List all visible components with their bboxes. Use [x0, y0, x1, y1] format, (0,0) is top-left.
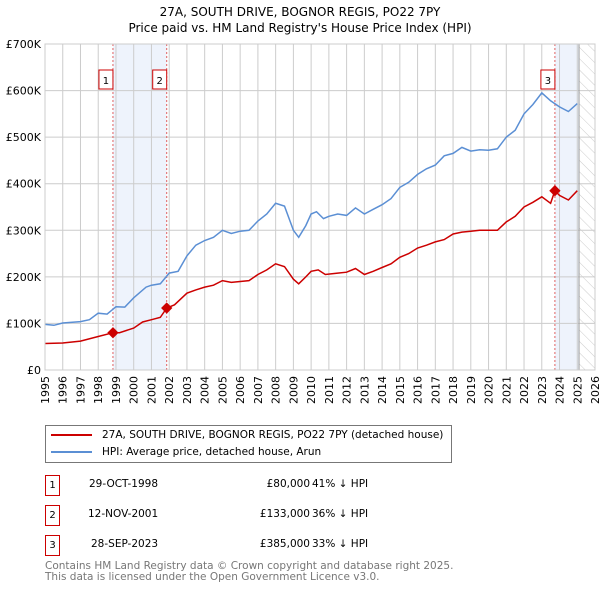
sale-price: £385,000 [259, 538, 310, 550]
x-tick-label: 2012 [341, 376, 354, 404]
sale-label: 2 [157, 76, 163, 87]
chart-title: 27A, SOUTH DRIVE, BOGNOR REGIS, PO22 7PY [159, 5, 441, 19]
legend-label-hpi: HPI: Average price, detached house, Arun [102, 446, 322, 458]
sale-date: 12-NOV-2001 [88, 508, 159, 520]
sale-label: 3 [545, 76, 551, 87]
x-tick-label: 2016 [412, 376, 425, 404]
x-tick-label: 2023 [536, 376, 549, 404]
x-tick-label: 2019 [465, 376, 478, 404]
legend-swatch-hpi [51, 451, 92, 453]
x-tick-label: 2013 [358, 376, 371, 404]
y-tick-label: £400K [6, 178, 42, 191]
x-tick-label: 2022 [518, 376, 531, 404]
sale-label-box [98, 69, 114, 90]
y-tick-label: £300K [6, 224, 42, 237]
x-tick-label: 2015 [394, 376, 407, 404]
chart-subtitle: Price paid vs. HM Land Registry's House … [128, 21, 472, 35]
sale-hpi-diff: 33% ↓ HPI [312, 538, 369, 550]
x-tick-label: 2021 [500, 376, 513, 404]
x-tick-label: 2017 [429, 376, 442, 404]
legend-item-property: 27A, SOUTH DRIVE, BOGNOR REGIS, PO22 7PY… [51, 429, 443, 441]
y-tick-label: £100K [6, 317, 42, 330]
x-tick-label: 2002 [163, 376, 176, 404]
plot-border [44, 43, 596, 371]
y-tick-label: £0 [27, 364, 41, 377]
x-tick-label: 2014 [376, 376, 389, 404]
x-tick-label: 1996 [57, 376, 70, 404]
footer-licence: This data is licensed under the Open Gov… [45, 571, 380, 583]
x-tick-label: 1998 [92, 376, 105, 404]
price-chart: 1995 1996 1997 1998 1999 2000 2001 2002 2003 2004… [6, 38, 600, 404]
sale-period-shade [554, 44, 580, 370]
sale-row: 2 12-NOV-2001 £133,000 36% ↓ HPI [45, 505, 465, 526]
x-tick-label: 2008 [270, 376, 283, 404]
sale-point [161, 302, 173, 314]
x-tick-label: 1999 [110, 376, 123, 404]
sale-period-shade [112, 44, 167, 370]
series-line-hpi [44, 91, 578, 327]
legend: 27A, SOUTH DRIVE, BOGNOR REGIS, PO22 7PY… [45, 425, 452, 463]
x-tick-label: 1997 [74, 376, 87, 404]
sale-price: £80,000 [266, 478, 310, 490]
legend-swatch-property [51, 434, 92, 436]
x-tick-label: 2011 [323, 376, 336, 404]
x-tick-label: 2020 [483, 376, 496, 404]
legend-item-hpi: HPI: Average price, detached house, Arun [51, 446, 321, 458]
sale-date: 28-SEP-2023 [91, 538, 159, 550]
sale-label-box [540, 69, 556, 90]
sale-label-box [152, 69, 168, 90]
y-tick-label: £700K [6, 38, 42, 51]
sale-marker-badge: 2 [45, 505, 60, 526]
x-tick-label: 2003 [181, 376, 194, 404]
sale-row: 1 29-OCT-1998 £80,000 41% ↓ HPI [45, 475, 465, 496]
x-tick-label: 1995 [39, 376, 52, 404]
x-tick-label: 2000 [128, 376, 141, 404]
sale-date: 29-OCT-1998 [89, 478, 158, 490]
x-tick-label: 2010 [305, 376, 318, 404]
sale-marker-badge: 3 [45, 535, 60, 556]
legend-label-property: 27A, SOUTH DRIVE, BOGNOR REGIS, PO22 7PY… [102, 429, 444, 441]
sale-hpi-diff: 36% ↓ HPI [312, 508, 369, 520]
x-tick-label: 2006 [234, 376, 247, 404]
sale-price: £133,000 [259, 508, 310, 520]
sale-marker-badge: 1 [45, 475, 60, 496]
sale-label: 1 [103, 76, 109, 87]
x-tick-label: 2026 [589, 376, 600, 404]
x-tick-label: 2007 [252, 376, 265, 404]
x-tick-label: 2004 [199, 376, 212, 404]
x-tick-label: 2018 [447, 376, 460, 404]
sale-point [549, 185, 561, 197]
y-tick-label: £600K [6, 85, 42, 98]
y-tick-label: £500K [6, 131, 42, 144]
y-tick-label: £200K [6, 271, 42, 284]
x-tick-label: 2025 [571, 376, 584, 404]
x-tick-label: 2024 [554, 376, 567, 404]
footer-copyright: Contains HM Land Registry data © Crown c… [45, 560, 454, 572]
future-hatch [579, 44, 595, 370]
x-tick-label: 2001 [145, 376, 158, 404]
x-tick-label: 2009 [287, 376, 300, 404]
sale-row: 3 28-SEP-2023 £385,000 33% ↓ HPI [45, 535, 465, 556]
sale-hpi-diff: 41% ↓ HPI [312, 478, 369, 490]
x-tick-label: 2005 [216, 376, 229, 404]
